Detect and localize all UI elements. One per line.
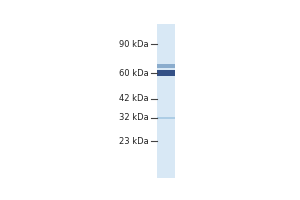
Text: 42 kDa: 42 kDa (119, 94, 149, 103)
Bar (157, 117, 175, 119)
Text: 32 kDa: 32 kDa (119, 113, 149, 122)
Bar (157, 64, 175, 68)
Text: 23 kDa: 23 kDa (119, 137, 149, 146)
Text: 60 kDa: 60 kDa (119, 69, 149, 78)
Bar (157, 24, 175, 178)
Bar (157, 70, 175, 76)
Text: 90 kDa: 90 kDa (119, 40, 149, 49)
